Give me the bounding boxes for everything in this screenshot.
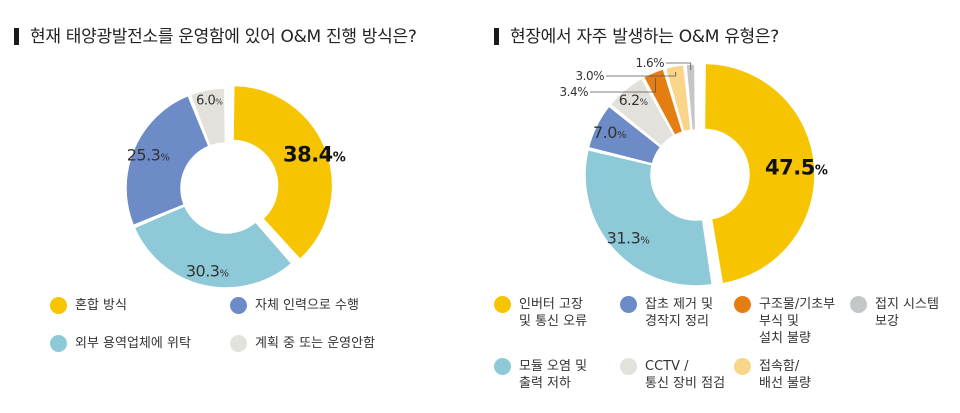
legend-swatch bbox=[734, 358, 751, 375]
slice-모듈-오염-및 bbox=[584, 148, 714, 287]
legend-item: 잡초 제거 및 경작지 정리 bbox=[620, 296, 713, 330]
title-marker bbox=[494, 28, 499, 45]
slice-계획-중-또는-운영안함 bbox=[189, 87, 227, 147]
legend-item: 구조물/기초부 부식 및 설치 불량 bbox=[734, 296, 835, 347]
slice-접지-시스템 bbox=[685, 63, 697, 131]
donut-chart-om-types: 47.5% 31.3% 7.0% 6.2% 3.4% 3.0% 1.6% bbox=[560, 56, 828, 287]
legend-label: 접지 시스템 보강 bbox=[875, 297, 939, 329]
legend-item: 외부 용역업체에 위탁 bbox=[50, 335, 191, 352]
data-label: 31.3% bbox=[607, 228, 650, 247]
legend-label: 모듈 오염 및 출력 저하 bbox=[519, 359, 588, 391]
chart-panel-om-method: 현재 태양광발전소를 운영함에 있어 O&M 진행 방식은? 38.4% 30.3… bbox=[0, 0, 470, 413]
data-label: 6.2% bbox=[619, 93, 649, 109]
legend-swatch bbox=[850, 296, 867, 313]
legend-label: 잡초 제거 및 경작지 정리 bbox=[645, 297, 714, 329]
legend-label: 구조물/기초부 부식 및 설치 불량 bbox=[759, 297, 836, 346]
legend-label: CCTV / 통신 장비 점검 bbox=[645, 359, 726, 391]
legend-item: 인버터 고장 및 통신 오류 bbox=[494, 296, 587, 330]
data-label: 1.6% bbox=[636, 56, 665, 70]
legend-label: 접속함/ 배선 불량 bbox=[759, 359, 811, 391]
slice-자체-인력으로-수행 bbox=[125, 94, 210, 227]
legend-swatch bbox=[734, 296, 751, 313]
legend-label: 계획 중 또는 운영안함 bbox=[255, 336, 376, 351]
legend-swatch bbox=[620, 296, 637, 313]
legend-swatch bbox=[494, 358, 511, 375]
legend-item: 혼합 방식 bbox=[50, 297, 127, 314]
slice-잡초-제거-및 bbox=[587, 105, 662, 165]
legend-swatch bbox=[620, 358, 637, 375]
data-label: 7.0% bbox=[593, 123, 626, 142]
donut-chart-om-method: 38.4% 30.3% 25.3% 6.0% bbox=[125, 84, 346, 289]
legend-label: 외부 용역업체에 위탁 bbox=[75, 336, 191, 351]
data-label: 25.3% bbox=[127, 146, 170, 165]
slice-구조물기초부 bbox=[642, 67, 684, 137]
legend-item: CCTV / 통신 장비 점검 bbox=[620, 358, 725, 392]
slice-접속함 bbox=[664, 63, 692, 133]
legend-label: 혼합 방식 bbox=[75, 298, 127, 313]
legend-item: 계획 중 또는 운영안함 bbox=[230, 335, 375, 352]
data-label: 3.0% bbox=[576, 69, 605, 83]
legend-swatch bbox=[50, 335, 67, 352]
slice-인버터-고장 bbox=[703, 62, 816, 285]
legend-label: 인버터 고장 및 통신 오류 bbox=[519, 297, 588, 329]
data-label: 6.0% bbox=[196, 94, 223, 109]
chart-panel-om-types: 현장에서 자주 발생하는 O&M 유형은? 47.5% 31.3% 7.0% 6.2%… bbox=[480, 0, 960, 413]
callout-line bbox=[666, 62, 692, 71]
legend-swatch bbox=[50, 297, 67, 314]
legend-swatch bbox=[494, 296, 511, 313]
legend-item: 접속함/ 배선 불량 bbox=[734, 358, 811, 392]
title-marker bbox=[14, 28, 19, 45]
slice-혼합-방식 bbox=[232, 84, 334, 261]
legend-item: 접지 시스템 보강 bbox=[850, 296, 939, 330]
slice-외부-용역업체에-위탁 bbox=[133, 204, 293, 289]
slice-cctv- bbox=[609, 77, 675, 148]
data-label: 30.3% bbox=[186, 262, 229, 281]
chart-title: 현재 태양광발전소를 운영함에 있어 O&M 진행 방식은? bbox=[30, 27, 417, 47]
data-label: 3.4% bbox=[560, 85, 589, 99]
legend-swatch bbox=[230, 335, 247, 352]
legend-item: 자체 인력으로 수행 bbox=[230, 297, 359, 314]
data-label: 38.4% bbox=[283, 143, 346, 167]
legend-swatch bbox=[230, 297, 247, 314]
legend-label: 자체 인력으로 수행 bbox=[255, 298, 359, 313]
data-label: 47.5% bbox=[765, 155, 828, 179]
legend-item: 모듈 오염 및 출력 저하 bbox=[494, 358, 587, 392]
callout-line bbox=[606, 71, 677, 77]
callout-line bbox=[590, 78, 656, 93]
chart-title: 현장에서 자주 발생하는 O&M 유형은? bbox=[510, 27, 779, 47]
